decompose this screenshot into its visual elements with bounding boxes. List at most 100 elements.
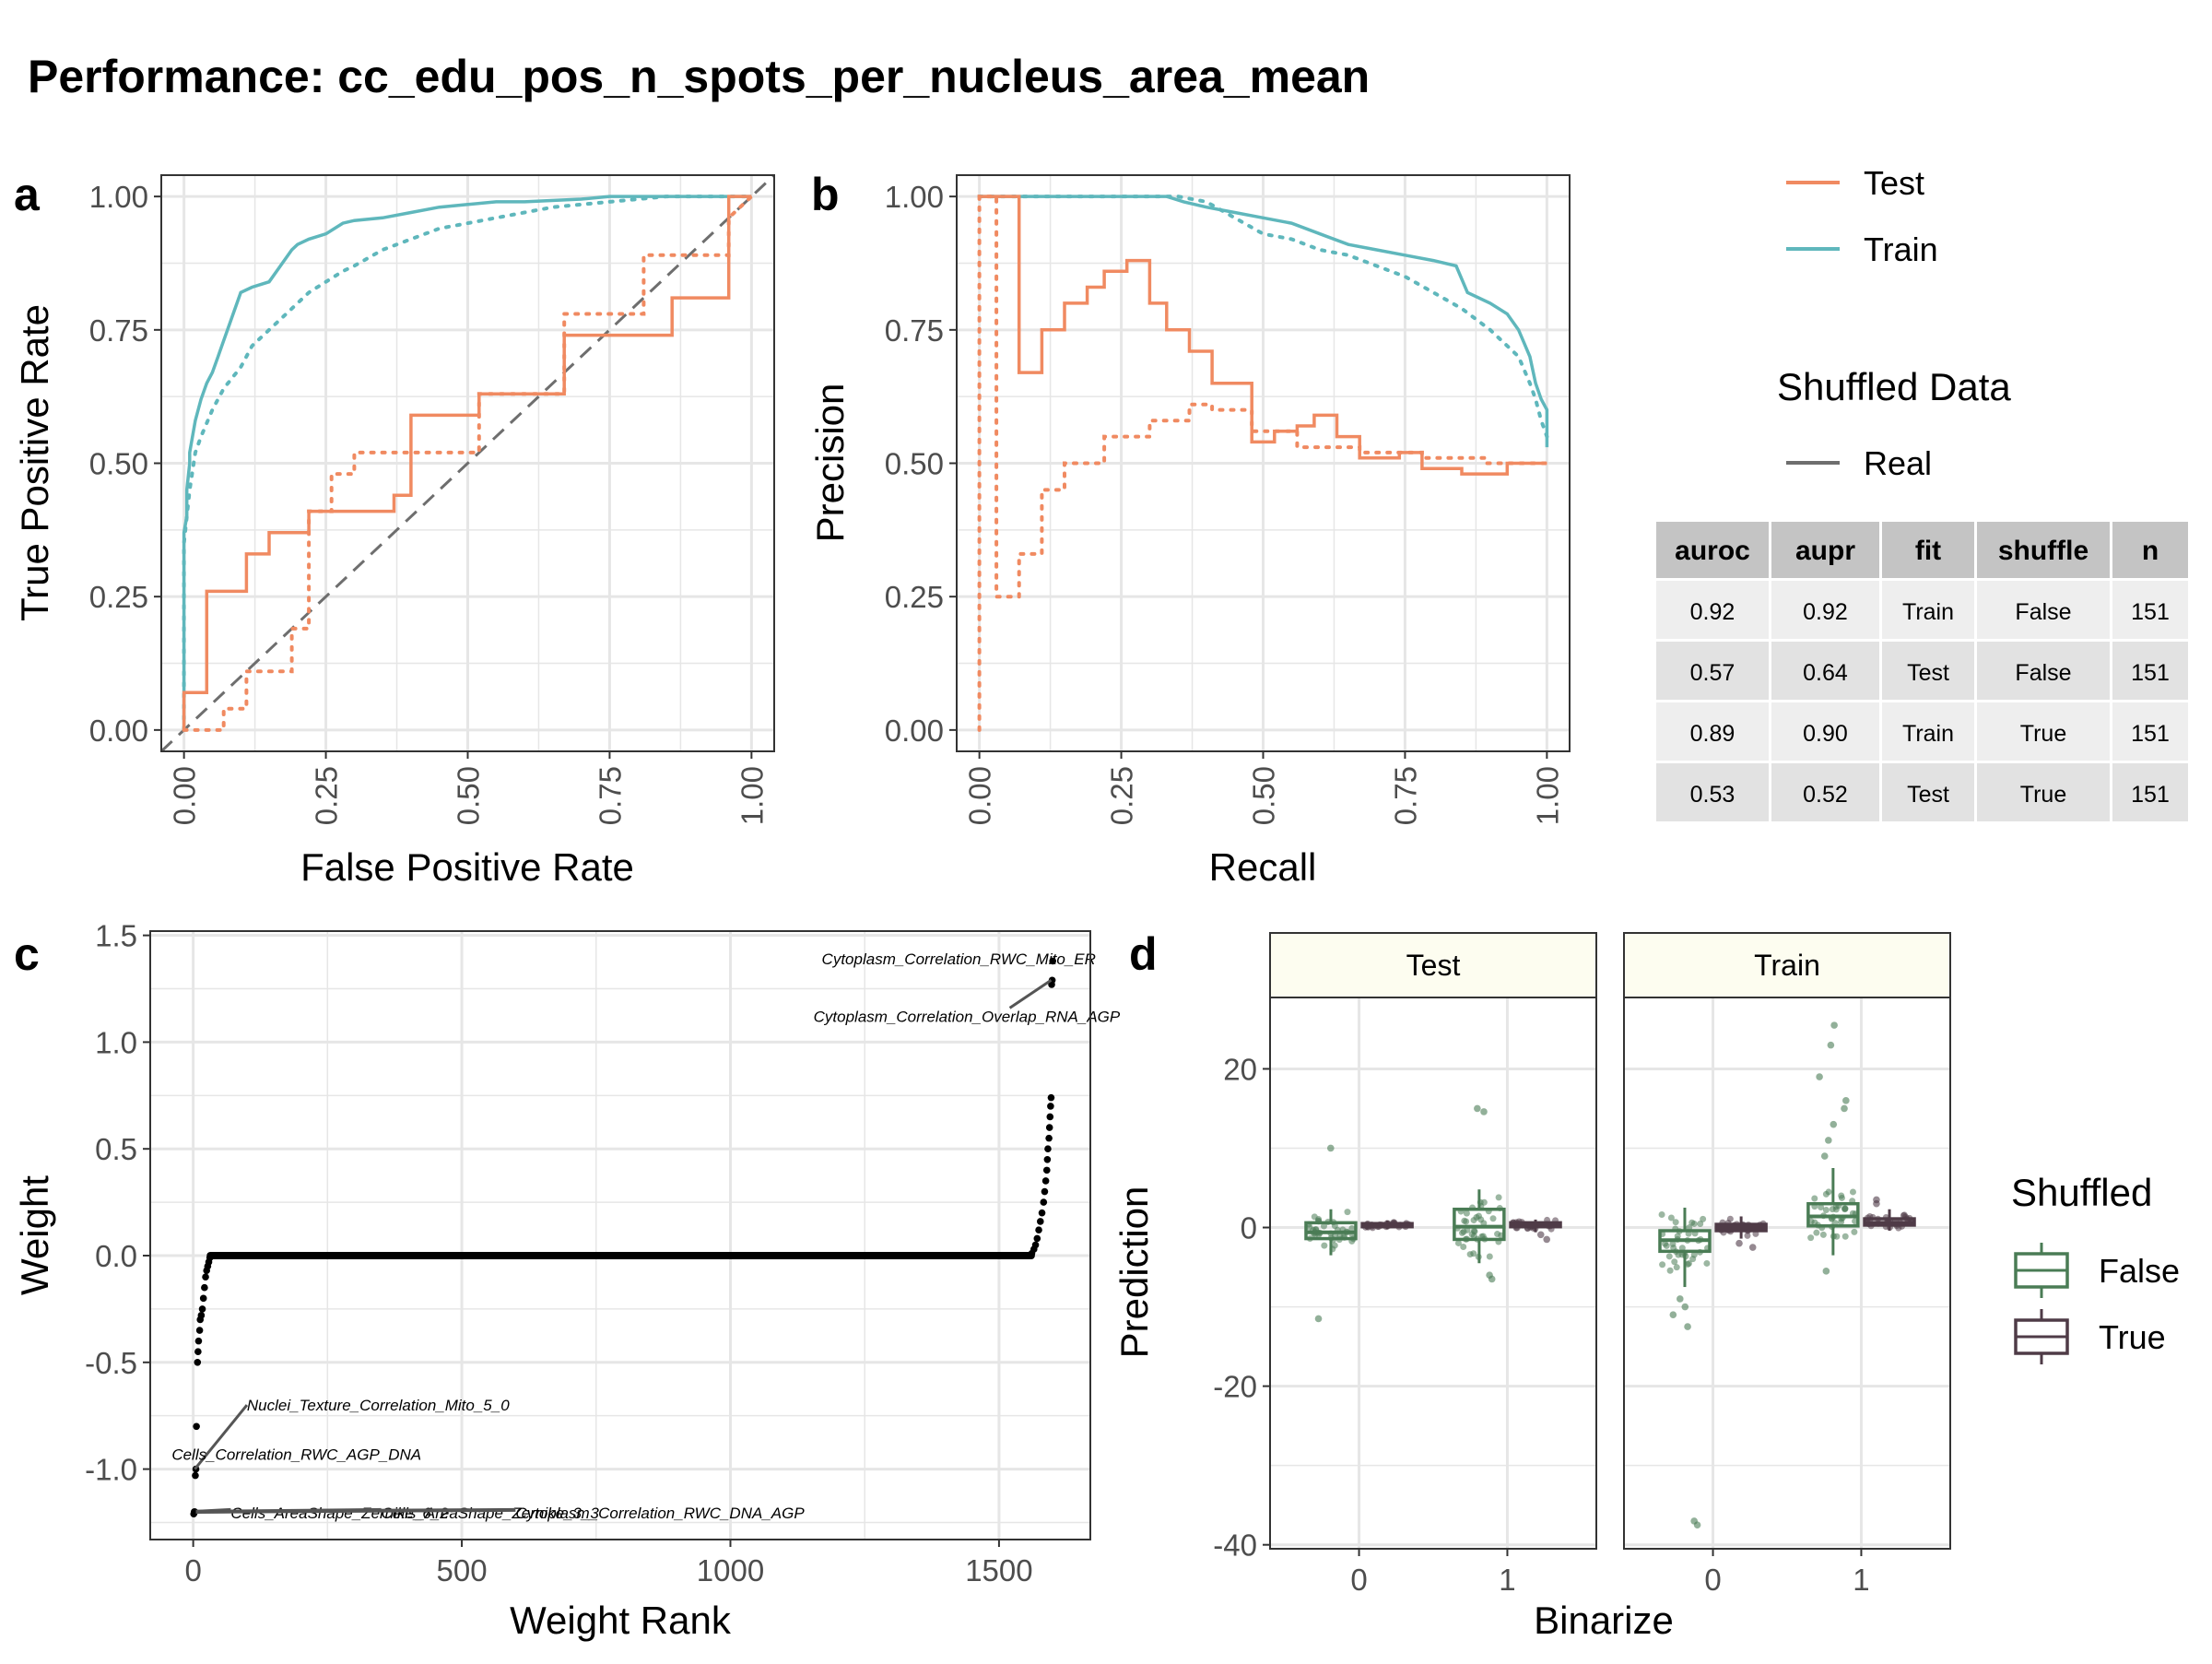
box-train-1-true <box>1863 1196 1916 1232</box>
pr-series <box>977 195 1549 732</box>
roc-xtick-label: 0.75 <box>593 766 627 825</box>
jitter-point <box>1811 1195 1818 1202</box>
outlier-point <box>1677 1295 1684 1303</box>
pr-xtick-label: 0.25 <box>1105 766 1139 825</box>
outlier-point <box>1735 1239 1743 1247</box>
jitter-point <box>1829 1206 1836 1213</box>
weight-point <box>1038 1209 1046 1217</box>
weights-grid <box>150 931 1090 1540</box>
jitter-point <box>1851 1228 1858 1235</box>
pr-ytick-label: 0.25 <box>885 580 944 614</box>
table-cell: Test <box>1907 782 1949 808</box>
weights-plot-background <box>150 931 1090 1540</box>
weight-point <box>194 1348 202 1356</box>
jitter-point <box>1463 1218 1470 1225</box>
outlier-point <box>1830 1021 1838 1029</box>
outlier-point <box>1816 1073 1823 1080</box>
pr-xlabel: Recall <box>1209 845 1317 889</box>
weights-ticks: 0 500 1000 1500 -1.0 -0.5 0.0 0.5 1.0 1.5 <box>85 919 1033 1587</box>
table-cell: 0.57 <box>1690 660 1735 686</box>
pr-line-train-real <box>979 195 1549 448</box>
prediction-ylabel: Prediction <box>1112 1186 1156 1359</box>
jitter-point <box>1659 1261 1666 1269</box>
jitter-point <box>1822 1190 1830 1198</box>
table-cell-bg <box>1977 581 2110 639</box>
prediction-xtick-label: 0 <box>1704 1563 1721 1597</box>
legend-test-label: Test <box>1864 164 1924 202</box>
jitter-point <box>1658 1210 1665 1218</box>
table-cell: 0.90 <box>1803 721 1848 747</box>
table-cell-bg <box>2112 581 2188 639</box>
roc-ytick-label: 1.00 <box>89 180 148 214</box>
legend-true-label: True <box>2099 1318 2166 1356</box>
shuffled-legend: Shuffled False True <box>2011 1171 2180 1364</box>
roc-xtick-label: 0.50 <box>452 766 486 825</box>
roc-random-diagonal <box>159 173 776 753</box>
table-cell-bg <box>1882 642 1974 700</box>
pr-ticks: 0.00 0.00 0.25 0.25 0.50 0.50 0.75 0.75 1.00 1.00 <box>885 180 1565 825</box>
jitter-point <box>1311 1213 1318 1221</box>
weight-point <box>1045 1134 1053 1142</box>
outlier-point <box>1827 1041 1835 1049</box>
jitter-point <box>1344 1209 1351 1216</box>
annotation-leader <box>195 1507 516 1514</box>
jitter-point <box>1475 1212 1482 1220</box>
jitter-point <box>1348 1225 1356 1233</box>
weights-xtick-label: 1000 <box>697 1553 764 1587</box>
prediction-ytick-label: -20 <box>1213 1370 1257 1404</box>
jitter-point <box>1489 1215 1497 1222</box>
outlier-point <box>1314 1315 1323 1323</box>
weights-ylabel: Weight <box>13 1175 56 1295</box>
table-cell: 0.53 <box>1690 782 1735 808</box>
weight-point <box>199 1294 207 1303</box>
outlier-point <box>1543 1235 1551 1244</box>
table-cell-bg <box>1882 763 1974 821</box>
jitter-point <box>1700 1215 1707 1222</box>
weights-xtick-label: 0 <box>184 1553 201 1587</box>
table-header-cell <box>2112 522 2188 578</box>
jitter-point <box>1661 1240 1668 1247</box>
jitter-point <box>1818 1204 1825 1211</box>
metrics-table: auroc aupr fit shuffle n 0.92 0.92 Train False 15… <box>1656 522 2188 821</box>
figure-title: Performance: cc_edu_pos_n_spots_per_nucl… <box>28 51 1370 102</box>
jitter-point <box>1672 1219 1679 1226</box>
jitter-point <box>1306 1224 1313 1232</box>
table-cell-bg <box>1977 702 2110 761</box>
roc-ylabel: True Positive Rate <box>13 304 56 621</box>
roc-ytick-label: 0.75 <box>89 313 148 348</box>
jitter-point <box>1675 1251 1682 1258</box>
weight-point <box>194 1358 202 1366</box>
prediction-facets: Test Train <box>1269 932 1951 1550</box>
jitter-point <box>1671 1258 1678 1266</box>
table-cell: True <box>2020 721 2066 747</box>
table-header-n: n <box>2142 536 2159 566</box>
jitter-point <box>1703 1259 1711 1267</box>
outlier-point <box>1873 1196 1880 1204</box>
jitter-point <box>1849 1188 1856 1196</box>
weight-point <box>1040 1198 1048 1206</box>
jitter-point <box>1697 1221 1704 1228</box>
jitter-point <box>1678 1245 1686 1252</box>
pr-xtick-label: 0.50 <box>1247 766 1281 825</box>
annotation-label: Cells_Correlation_RWC_AGP_DNA <box>171 1446 421 1463</box>
outlier-point <box>1326 1144 1335 1152</box>
outlier-point <box>1681 1303 1689 1311</box>
jitter-point <box>1813 1229 1820 1236</box>
roc-xtick-label: 1.00 <box>735 766 769 825</box>
annotation-label: Cytoplasm_Correlation_Overlap_RNA_AGP <box>814 1009 1121 1026</box>
jitter-point <box>1495 1194 1502 1201</box>
roc-line-train-real <box>182 195 752 730</box>
weight-point <box>1044 1145 1052 1153</box>
pr-xtick-label: 1.00 <box>1530 766 1564 825</box>
roc-ytick-label: 0.50 <box>89 447 148 481</box>
pr-ylabel: Precision <box>808 384 852 543</box>
weight-point <box>1033 1234 1041 1243</box>
fit-legend: Test Train <box>1786 164 1938 268</box>
weights-ytick-label: -0.5 <box>85 1346 137 1380</box>
jitter-point <box>1454 1239 1462 1246</box>
weight-point <box>194 1337 203 1345</box>
weight-point <box>1036 1218 1044 1225</box>
table-cell: 151 <box>2131 599 2170 625</box>
